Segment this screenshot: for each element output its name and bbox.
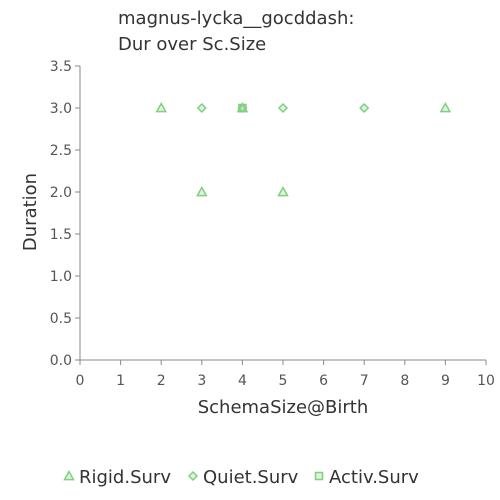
- y-tick-label: 3.5: [50, 59, 72, 75]
- series-activ-surv: [238, 103, 247, 113]
- legend: Rigid.Surv Quiet.Surv Activ.Surv: [63, 467, 419, 488]
- legend-item: Activ.Surv: [314, 467, 419, 488]
- data-points: [155, 101, 452, 197]
- data-point: [155, 101, 167, 113]
- series-quiet-surv: [196, 102, 370, 114]
- y-tick-label: 1.5: [50, 227, 72, 243]
- legend-label: Quiet.Surv: [203, 467, 299, 488]
- y-tick-label: 2.5: [50, 143, 72, 159]
- legend-marker: [63, 469, 75, 481]
- legend-item: Quiet.Surv: [187, 467, 299, 488]
- data-point: [238, 103, 247, 113]
- x-tick-label: 6: [319, 373, 328, 389]
- x-tick-label: 1: [116, 373, 125, 389]
- x-tick-label: 2: [157, 373, 166, 389]
- legend-item: Rigid.Surv: [63, 467, 171, 488]
- legend-label: Rigid.Surv: [79, 467, 171, 488]
- data-point: [196, 102, 207, 114]
- data-point: [359, 102, 370, 114]
- x-tick-label: 7: [360, 373, 369, 389]
- legend-marker: [314, 471, 324, 481]
- x-tick-label: 9: [441, 373, 450, 389]
- axes: 0 1 2 3 4 5 6 7 8 9 10 0.0 0.5 1.0 1.5 2.0 2.5 3.0 3.5: [50, 59, 495, 389]
- x-tick-label: 4: [238, 373, 247, 389]
- y-tick-label: 2.0: [50, 185, 72, 201]
- data-point: [277, 185, 289, 197]
- chart-title-line-2: Dur over Sc.Size: [118, 34, 266, 55]
- x-tick-label: 0: [76, 373, 85, 389]
- x-tick-label: 8: [400, 373, 409, 389]
- x-axis-label: SchemaSize@Birth: [198, 397, 369, 418]
- y-tick-label: 0.5: [50, 311, 72, 327]
- y-tick-label: 3.0: [50, 101, 72, 117]
- x-tick-label: 10: [477, 373, 495, 389]
- x-tick-label: 5: [279, 373, 288, 389]
- chart-title-line-1: magnus-lycka__gocddash:: [118, 8, 354, 29]
- y-axis-label: Duration: [20, 173, 41, 251]
- legend-marker: [187, 470, 199, 482]
- series-rigid-surv: [155, 101, 452, 197]
- legend-label: Activ.Surv: [329, 467, 419, 488]
- x-tick-label: 3: [197, 373, 206, 389]
- data-point: [439, 101, 452, 113]
- y-tick-label: 1.0: [50, 269, 72, 285]
- data-point: [277, 102, 289, 114]
- data-point: [196, 185, 208, 197]
- y-tick-label: 0.0: [50, 353, 72, 369]
